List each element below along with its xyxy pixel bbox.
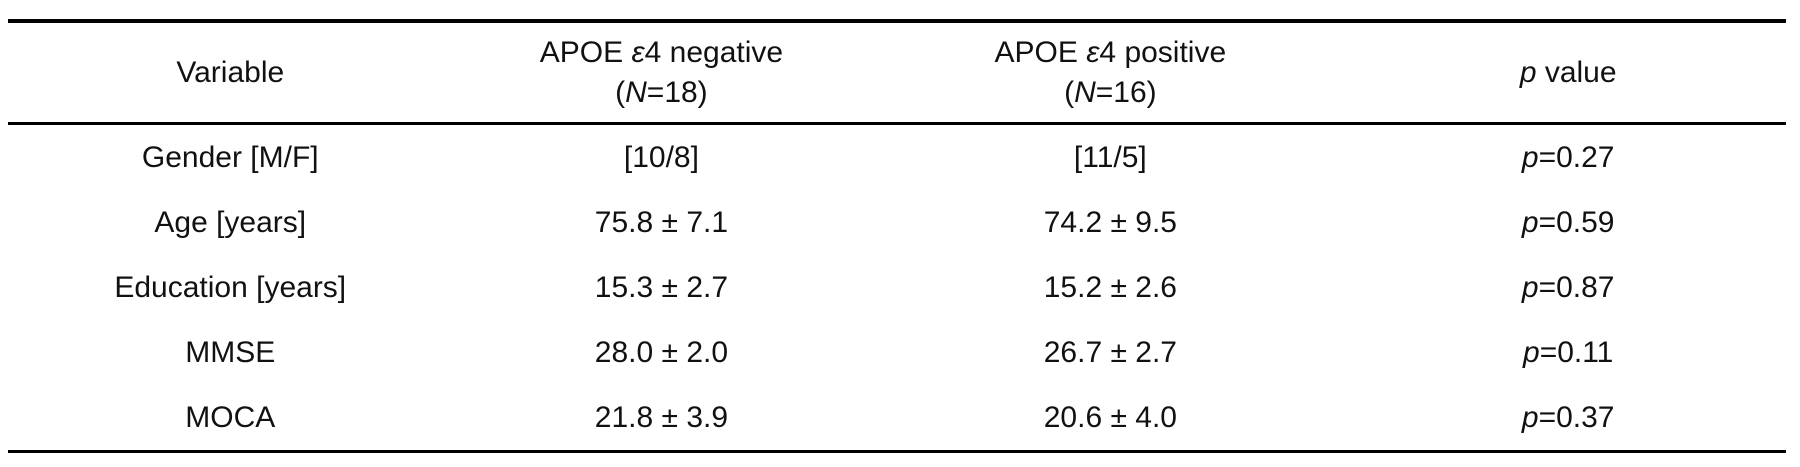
- col-header-apoe-negative-line1: APOE ε4 negative: [539, 35, 784, 69]
- cell-negative: 15.3 ± 2.7: [594, 270, 729, 304]
- epsilon-symbol: ε: [631, 35, 645, 69]
- table-body: Gender [M/F] [10/8] [11/5] p=0.27 Age [y…: [8, 124, 1786, 452]
- cell-negative: 28.0 ± 2.0: [594, 335, 729, 369]
- col-header-apoe-positive-line2: (N=16): [1064, 75, 1157, 109]
- table-row-moca: MOCA 21.8 ± 3.9 20.6 ± 4.0 p=0.37: [8, 385, 1786, 452]
- p-symbol: p: [1521, 205, 1539, 239]
- p-symbol: p: [1523, 335, 1540, 369]
- n-symbol: N: [1074, 75, 1096, 109]
- col-header-apoe-positive: APOE ε4 positive (N=16): [870, 21, 1351, 125]
- p-symbol: p: [1519, 55, 1537, 89]
- col-header-variable: Variable: [8, 21, 453, 125]
- table-row-gender: Gender [M/F] [10/8] [11/5] p=0.27: [8, 124, 1786, 191]
- cell-p-value: p=0.27: [1521, 140, 1615, 174]
- col-header-p-value: p value: [1350, 21, 1786, 125]
- cell-negative: [10/8]: [623, 140, 699, 174]
- n-symbol: N: [625, 75, 647, 109]
- cell-p-value: p=0.87: [1521, 270, 1615, 304]
- cell-negative: 75.8 ± 7.1: [594, 205, 729, 239]
- cell-positive: 15.2 ± 2.6: [1043, 270, 1177, 304]
- table-row-education: Education [years] 15.3 ± 2.7 15.2 ± 2.6 …: [8, 255, 1786, 320]
- cell-p-value: p=0.37: [1521, 400, 1615, 434]
- cell-positive: 20.6 ± 4.0: [1043, 400, 1177, 434]
- cell-p-value: p=0.59: [1521, 205, 1615, 239]
- p-symbol: p: [1521, 140, 1539, 174]
- col-header-variable-label: Variable: [176, 55, 285, 89]
- demographics-table: Variable APOE ε4 negative (N=18) APOE ε4…: [8, 19, 1786, 453]
- p-symbol: p: [1521, 270, 1539, 304]
- col-header-apoe-positive-line1: APOE ε4 positive: [994, 35, 1227, 69]
- cell-positive: 26.7 ± 2.7: [1043, 335, 1177, 369]
- cell-variable: Age [years]: [154, 205, 307, 239]
- epsilon-symbol: ε: [1086, 35, 1100, 69]
- cell-negative: 21.8 ± 3.9: [594, 400, 729, 434]
- cell-variable: Gender [M/F]: [141, 140, 319, 174]
- cell-variable: MOCA: [185, 400, 276, 434]
- cell-positive: [11/5]: [1073, 140, 1147, 174]
- table-header: Variable APOE ε4 negative (N=18) APOE ε4…: [8, 21, 1786, 125]
- header-row: Variable APOE ε4 negative (N=18) APOE ε4…: [8, 21, 1786, 125]
- table-row-mmse: MMSE 28.0 ± 2.0 26.7 ± 2.7 p=0.11: [8, 320, 1786, 385]
- p-symbol: p: [1521, 400, 1539, 434]
- cell-p-value: p=0.11: [1523, 335, 1614, 369]
- cell-positive: 74.2 ± 9.5: [1043, 205, 1177, 239]
- cell-variable: Education [years]: [114, 270, 347, 304]
- col-header-apoe-negative: APOE ε4 negative (N=18): [452, 21, 871, 125]
- table-row-age: Age [years] 75.8 ± 7.1 74.2 ± 9.5 p=0.59: [8, 190, 1786, 255]
- cell-variable: MMSE: [185, 335, 276, 369]
- col-header-apoe-negative-line2: (N=18): [615, 75, 708, 109]
